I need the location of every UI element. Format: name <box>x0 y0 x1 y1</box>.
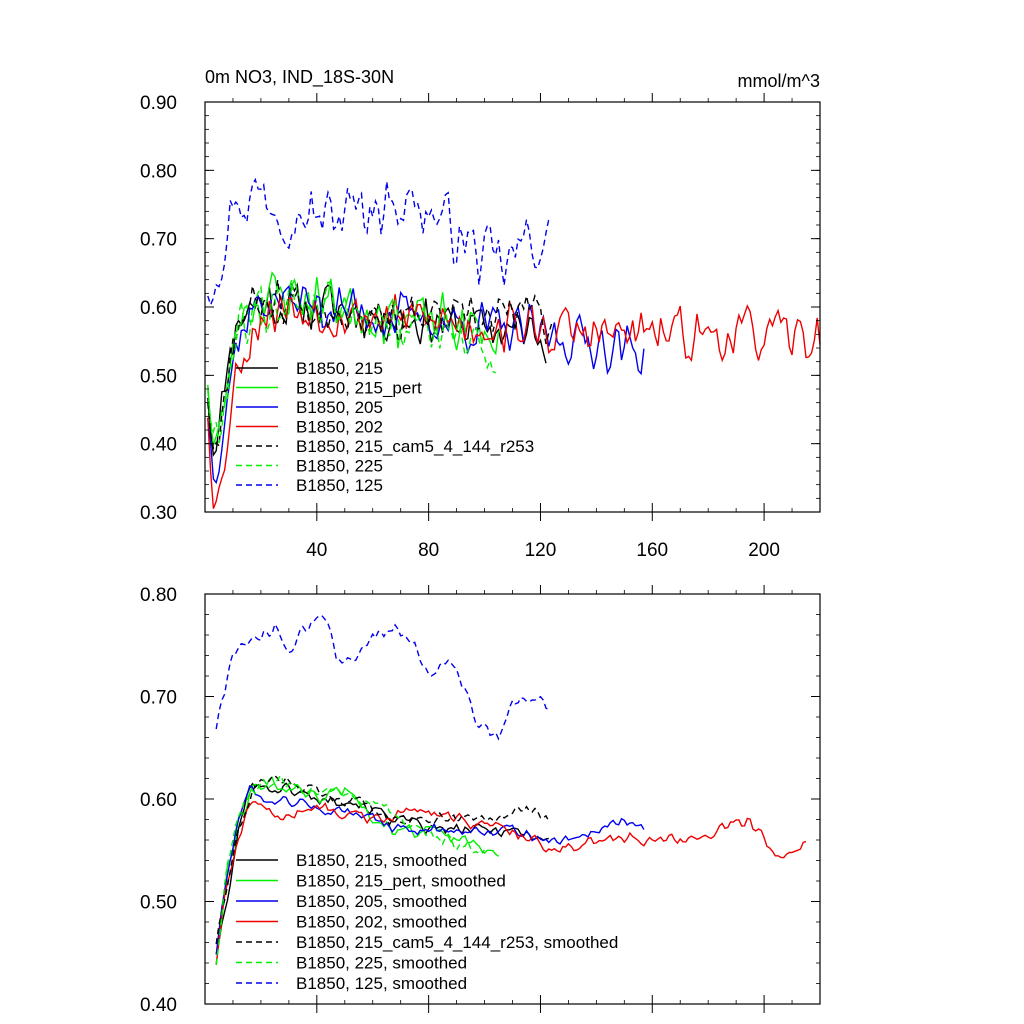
x-tick-label: 200 <box>748 540 780 561</box>
y-tick-label: 0.60 <box>140 298 177 319</box>
legend-label: B1850, 225, smoothed <box>296 954 467 973</box>
y-tick-label: 0.70 <box>140 230 177 251</box>
x-tick-label: 120 <box>525 540 557 561</box>
series-line-5 <box>215 775 550 945</box>
panel-bottom: 0.40 0.50 0.60 0.70 0.80 B1850, 215, smoothe… <box>140 585 821 1016</box>
y-tick-label: 0.80 <box>140 161 177 182</box>
y-tick-label: 0.40 <box>140 435 177 456</box>
y-tick-label: 0.70 <box>140 688 177 709</box>
series-line-2 <box>215 776 499 966</box>
chart-title: 0m NO3, IND_18S-30N <box>205 67 394 88</box>
series-line-5 <box>207 279 553 451</box>
axes-top: 0.30 0.40 0.50 0.60 0.70 0.80 0.90 40 80 120 160 20… <box>140 93 821 561</box>
legend-label: B1850, 202 <box>296 418 383 437</box>
y-tick-label: 0.40 <box>140 995 177 1016</box>
legend-label: B1850, 205 <box>296 398 383 417</box>
y-tick-label: 0.50 <box>140 893 177 914</box>
series-line-4 <box>207 294 821 509</box>
legend-label: B1850, 125 <box>296 476 383 495</box>
legend-label: B1850, 205, smoothed <box>296 892 467 911</box>
y-tick-label: 0.90 <box>140 93 177 114</box>
series-line-6 <box>207 279 497 444</box>
legend-label: B1850, 125, smoothed <box>296 974 467 993</box>
panel-top: 0m NO3, IND_18S-30N mmol/m^3 0.30 0.40 0.5… <box>140 67 821 561</box>
plot-area-bottom <box>215 614 807 966</box>
x-tick-label: 160 <box>636 540 668 561</box>
legend-label: B1850, 225 <box>296 457 383 476</box>
plot-area-top <box>207 177 821 509</box>
legend-label: B1850, 215_pert <box>296 379 422 398</box>
series-line-4 <box>215 800 807 965</box>
legend-label: B1850, 215_pert, smoothed <box>296 872 506 891</box>
y-tick-label: 0.50 <box>140 366 177 387</box>
series-line-2 <box>207 271 502 446</box>
series-line-7 <box>207 177 550 307</box>
series-line-1 <box>215 782 549 955</box>
legend-label: B1850, 215_cam5_4_144_r253, smoothed <box>296 933 618 952</box>
y-tick-label: 0.80 <box>140 585 177 606</box>
axes-bottom: 0.40 0.50 0.60 0.70 0.80 <box>140 585 821 1016</box>
x-tick-label: 40 <box>306 540 327 561</box>
legend-bottom: B1850, 215, smoothed B1850, 215_pert, smo… <box>236 851 618 993</box>
legend-label: B1850, 215 <box>296 359 383 378</box>
y-tick-label: 0.60 <box>140 790 177 811</box>
series-line-7 <box>215 614 550 741</box>
series-line-6 <box>215 774 486 965</box>
legend-label: B1850, 202, smoothed <box>296 913 467 932</box>
series-line-3 <box>215 785 645 955</box>
legend-label: B1850, 215, smoothed <box>296 851 467 870</box>
x-tick-label: 80 <box>418 540 439 561</box>
legend-label: B1850, 215_cam5_4_144_r253 <box>296 437 534 456</box>
y-tick-label: 0.30 <box>140 503 177 524</box>
units-label: mmol/m^3 <box>738 71 820 91</box>
